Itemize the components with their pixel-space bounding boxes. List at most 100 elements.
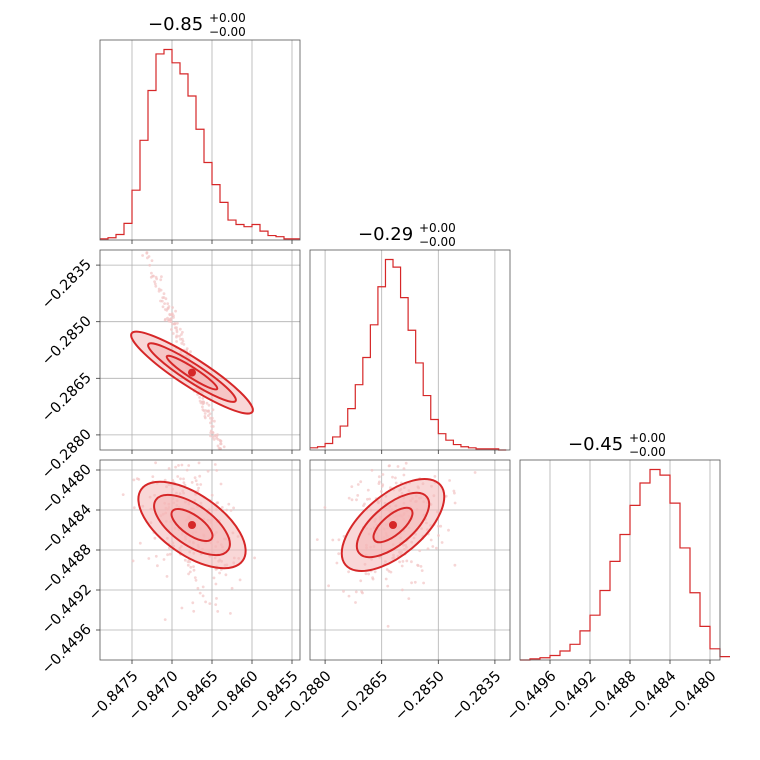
- y-tick-label: −0.2865: [39, 370, 95, 426]
- scatter-point: [194, 479, 198, 483]
- scatter-point: [121, 493, 125, 496]
- scatter-point: [192, 565, 195, 568]
- scatter-point: [385, 568, 389, 571]
- scatter-point: [138, 541, 142, 545]
- scatter-point: [327, 584, 330, 588]
- scatter-point: [213, 463, 217, 466]
- scatter-point: [207, 410, 210, 413]
- scatter-point: [187, 572, 191, 576]
- scatter-point: [135, 477, 139, 480]
- scatter-point: [166, 302, 170, 305]
- x-tick-label: −0.2865: [336, 668, 392, 724]
- scatter-point: [418, 549, 422, 553]
- scatter-point: [208, 412, 212, 416]
- scatter-point: [435, 546, 438, 550]
- scatter-point: [150, 271, 153, 275]
- scatter-point: [193, 476, 197, 480]
- title-sub-0: −0.00: [209, 25, 246, 39]
- scatter-point: [420, 569, 424, 572]
- scatter-point: [216, 610, 220, 613]
- scatter-point: [238, 578, 242, 582]
- scatter-point: [175, 334, 179, 338]
- scatter-point: [203, 412, 207, 415]
- scatter-point: [197, 461, 201, 465]
- scatter-point: [437, 524, 440, 528]
- scatter-point: [394, 481, 398, 485]
- scatter-point: [315, 538, 319, 541]
- scatter-point: [167, 467, 171, 470]
- scatter-point: [370, 468, 374, 472]
- scatter-point: [194, 578, 198, 582]
- scatter-point: [157, 287, 161, 291]
- scatter-point: [373, 570, 377, 574]
- panel-frame-1-0: [99, 249, 301, 451]
- scatter-point: [335, 561, 339, 565]
- scatter-point: [377, 475, 381, 479]
- scatter-point: [355, 498, 358, 502]
- scatter-point: [175, 340, 179, 343]
- scatter-point: [206, 469, 210, 473]
- scatter-point: [216, 444, 220, 448]
- scatter-point: [426, 547, 430, 551]
- title-sub-1: −0.00: [419, 235, 456, 249]
- scatter-point: [379, 490, 383, 493]
- scatter-point: [170, 328, 173, 331]
- scatter-point: [342, 590, 345, 593]
- scatter-point: [323, 506, 327, 509]
- scatter-point: [176, 475, 180, 478]
- scatter-point: [165, 308, 169, 312]
- title-value-2: −0.45: [568, 434, 623, 455]
- scatter-point: [366, 497, 369, 501]
- scatter-point: [186, 563, 190, 567]
- scatter-point: [354, 601, 357, 604]
- scatter-point: [381, 473, 385, 476]
- scatter-point: [202, 409, 206, 413]
- scatter-point: [204, 600, 208, 604]
- scatter-point: [220, 506, 224, 509]
- scatter-point: [162, 558, 166, 561]
- scatter-point: [377, 482, 381, 485]
- scatter-point: [153, 536, 157, 540]
- scatter-point: [207, 414, 210, 417]
- scatter-point: [331, 538, 335, 542]
- contour-peak: [188, 368, 196, 377]
- scatter-point: [218, 439, 222, 442]
- scatter-point: [404, 461, 408, 465]
- scatter-point: [167, 319, 171, 322]
- title-param-1: −0.29 +0.00 −0.00: [358, 221, 456, 249]
- scatter-point: [197, 486, 201, 490]
- scatter-point: [132, 478, 136, 482]
- scatter-point: [214, 582, 218, 586]
- scatter-point: [419, 565, 423, 568]
- scatter-point: [198, 396, 202, 399]
- scatter-point: [178, 327, 182, 331]
- scatter-point: [145, 251, 149, 254]
- scatter-point: [172, 322, 176, 326]
- scatter-point: [384, 577, 388, 581]
- scatter-point: [192, 568, 196, 572]
- scatter-point: [447, 528, 450, 532]
- scatter-point: [394, 476, 397, 480]
- scatter-point: [147, 557, 151, 560]
- scatter-point: [433, 475, 437, 478]
- scatter-point: [146, 256, 149, 260]
- scatter-point: [210, 493, 214, 497]
- scatter-point: [444, 494, 448, 498]
- scatter-point: [198, 474, 202, 478]
- scatter-point: [222, 445, 226, 449]
- scatter-point: [371, 576, 374, 580]
- scatter-point: [201, 402, 205, 406]
- histogram-param-1: [310, 258, 507, 451]
- scatter-point: [401, 560, 405, 563]
- scatter-point: [175, 330, 179, 334]
- scatter-point: [165, 575, 169, 578]
- scatter-point: [402, 473, 406, 477]
- scatter-point: [453, 501, 457, 505]
- scatter-point: [219, 482, 223, 486]
- scatter-point: [253, 556, 256, 560]
- scatter-point: [337, 552, 341, 556]
- scatter-point: [171, 332, 175, 335]
- title-param-0: −0.85 +0.00 −0.00: [148, 11, 246, 39]
- scatter-point: [203, 415, 207, 418]
